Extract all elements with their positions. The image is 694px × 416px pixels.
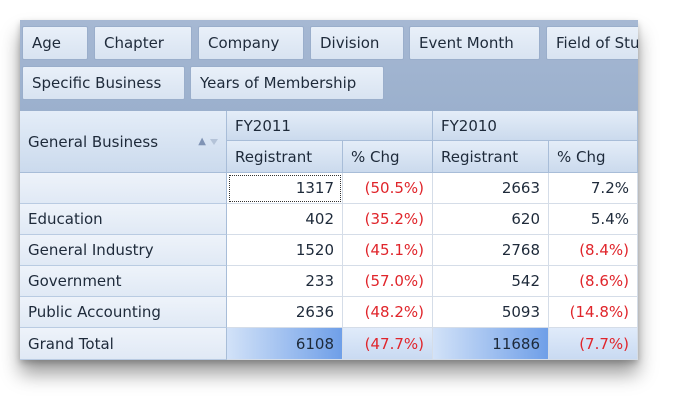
field-chip-chapter[interactable]: Chapter xyxy=(94,26,192,60)
grand-total-cell[interactable]: (7.7%) xyxy=(549,328,638,360)
value-cell[interactable]: 7.2% xyxy=(549,173,638,204)
value-cell[interactable]: (8.4%) xyxy=(549,235,638,266)
field-chip-field-of-study[interactable]: Field of Stu xyxy=(546,26,638,60)
value-cell[interactable]: (50.5%) xyxy=(343,173,433,204)
value-cell[interactable]: 402 xyxy=(227,204,343,235)
column-group-header-fy2010: FY2010 xyxy=(433,111,638,141)
measure-header-pct-chg-fy2010: % Chg xyxy=(549,141,638,173)
row-header-education[interactable]: Education xyxy=(20,204,227,235)
grand-total-cell[interactable]: 6108 xyxy=(227,328,343,360)
field-chip-years-of-membership[interactable]: Years of Membership xyxy=(190,66,384,100)
value-cell[interactable]: (14.8%) xyxy=(549,297,638,328)
filter-field-area: Age Chapter Company Division Event Month… xyxy=(20,20,638,111)
row-header-public-accounting[interactable]: Public Accounting xyxy=(20,297,227,328)
value-cell[interactable]: 5.4% xyxy=(549,204,638,235)
row-header-general-industry[interactable]: General Industry xyxy=(20,235,227,266)
value-cell[interactable]: 2768 xyxy=(433,235,549,266)
pivot-grid: Age Chapter Company Division Event Month… xyxy=(20,20,638,360)
field-chip-event-month[interactable]: Event Month xyxy=(409,26,540,60)
sort-ascending-icon[interactable]: ▲ xyxy=(198,135,206,147)
measure-header-registrant-fy2010: Registrant xyxy=(433,141,549,173)
value-cell[interactable]: 233 xyxy=(227,266,343,297)
field-chip-company[interactable]: Company xyxy=(198,26,304,60)
value-cell[interactable]: 1317 xyxy=(227,173,343,204)
field-chip-age[interactable]: Age xyxy=(22,26,88,60)
field-chip-specific-business[interactable]: Specific Business xyxy=(22,66,185,100)
value-cell[interactable]: (8.6%) xyxy=(549,266,638,297)
value-cell[interactable]: (35.2%) xyxy=(343,204,433,235)
value-cell[interactable]: (57.0%) xyxy=(343,266,433,297)
value-cell[interactable]: 2663 xyxy=(433,173,549,204)
value-cell[interactable]: (45.1%) xyxy=(343,235,433,266)
value-cell[interactable]: (48.2%) xyxy=(343,297,433,328)
grand-total-cell[interactable]: 11686 xyxy=(433,328,549,360)
row-field-label: General Business xyxy=(28,133,159,151)
row-header-government[interactable]: Government xyxy=(20,266,227,297)
field-chip-division[interactable]: Division xyxy=(310,26,404,60)
column-group-header-fy2011: FY2011 xyxy=(227,111,433,141)
grand-total-cell[interactable]: (47.7%) xyxy=(343,328,433,360)
value-cell[interactable]: 620 xyxy=(433,204,549,235)
measure-header-pct-chg-fy2011: % Chg xyxy=(343,141,433,173)
value-cell[interactable]: 2636 xyxy=(227,297,343,328)
measure-header-registrant-fy2011: Registrant xyxy=(227,141,343,173)
row-header-grand-total: Grand Total xyxy=(20,328,227,360)
row-field-header[interactable]: General Business ▲ xyxy=(20,111,227,173)
filter-icon[interactable] xyxy=(210,138,218,145)
value-cell[interactable]: 1520 xyxy=(227,235,343,266)
value-cell[interactable]: 542 xyxy=(433,266,549,297)
row-header-blank xyxy=(20,173,227,204)
value-cell[interactable]: 5093 xyxy=(433,297,549,328)
